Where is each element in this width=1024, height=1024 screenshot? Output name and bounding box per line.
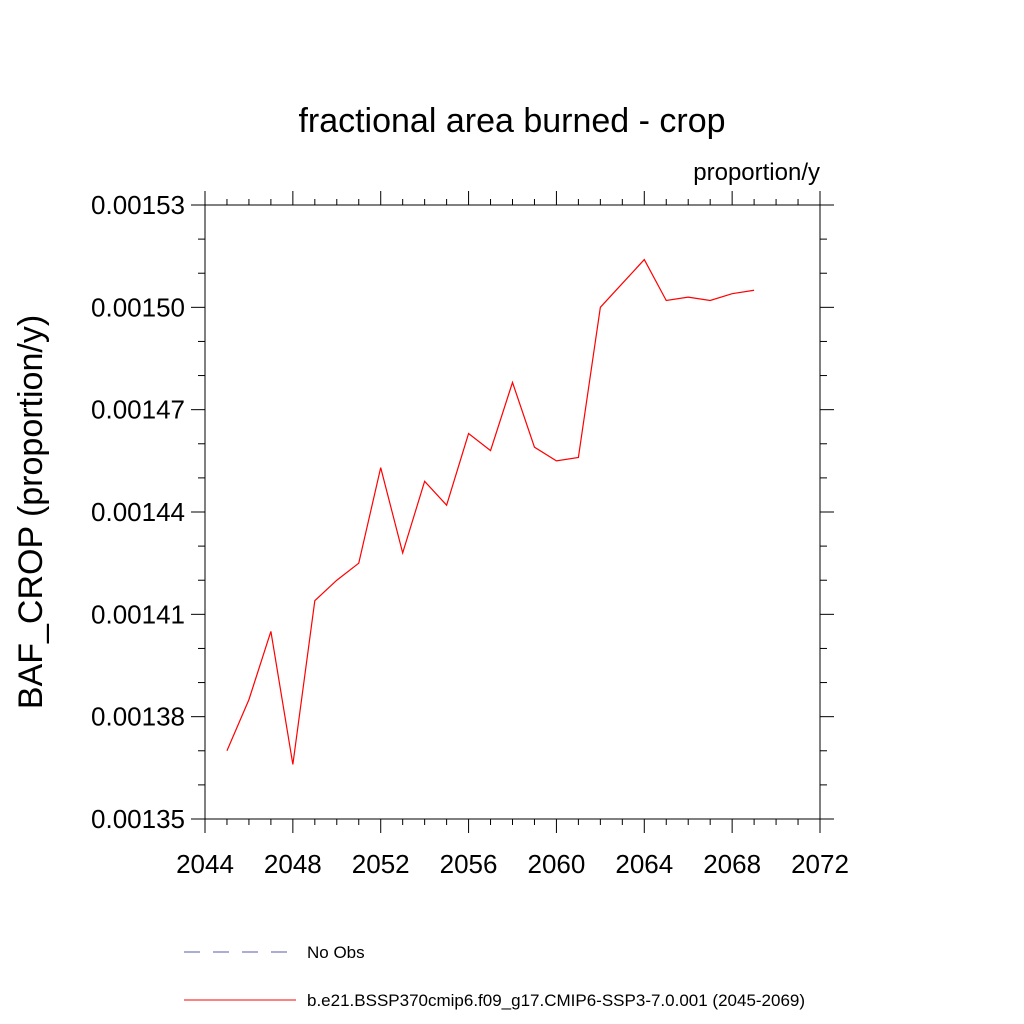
- axes: 2044 2048 2052 2056 2060 2064 2068 2072 0.00135 0…: [91, 190, 849, 879]
- y-tick-label: 0.00138: [91, 702, 185, 732]
- x-tick-label: 2056: [440, 849, 498, 879]
- y-tick-label: 0.00153: [91, 190, 185, 220]
- x-tick-label: 2068: [703, 849, 761, 879]
- series-group: [226, 258, 755, 765]
- series-line: [226, 258, 755, 765]
- x-tick-label: 2052: [352, 849, 410, 879]
- x-tick-label: 2064: [615, 849, 673, 879]
- x-tick-label: 2060: [528, 849, 586, 879]
- x-tick-label: 2048: [264, 849, 322, 879]
- y-tick-label: 0.00147: [91, 395, 185, 425]
- y-tick-label: 0.00144: [91, 497, 185, 527]
- plot-frame: [204, 204, 821, 820]
- units-label: proportion/y: [693, 159, 820, 186]
- y-tick-label: 0.00135: [91, 804, 185, 834]
- legend-label: No Obs: [307, 943, 365, 962]
- x-tick-label: 2072: [791, 849, 849, 879]
- y-tick-label: 0.00141: [91, 599, 185, 629]
- legend: No Obs b.e21.BSSP370cmip6.f09_g17.CMIP6-S…: [184, 943, 805, 1010]
- chart-title: fractional area burned - crop: [298, 102, 725, 140]
- legend-label: b.e21.BSSP370cmip6.f09_g17.CMIP6-SSP3-7.…: [307, 991, 805, 1010]
- x-tick-label: 2044: [176, 849, 234, 879]
- y-axis-label: BAF_CROP (proportion/y): [12, 315, 50, 709]
- y-tick-label: 0.00150: [91, 292, 185, 322]
